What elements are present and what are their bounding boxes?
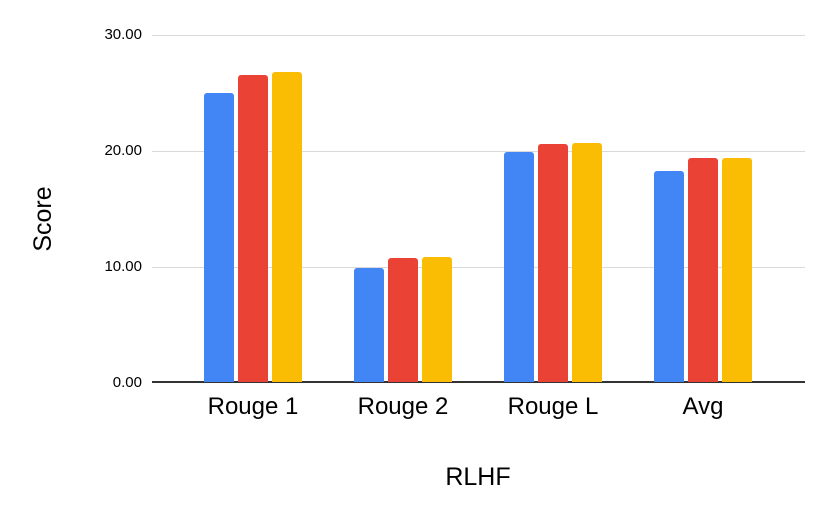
bar-avg-series-1-blue[interactable]: [654, 171, 684, 382]
y-tick-20: 20.00: [104, 142, 142, 159]
x-label-avg: Avg: [682, 393, 724, 420]
bar-group-avg: [654, 158, 752, 382]
x-label-rouge-2: Rouge 2: [357, 393, 449, 420]
x-axis-line: [152, 381, 805, 383]
x-label-rouge-l: Rouge L: [507, 393, 599, 420]
gridline-10: [152, 267, 805, 268]
x-label-rouge-1: Rouge 1: [207, 393, 299, 420]
bar-rouge-l-series-3-yellow[interactable]: [572, 143, 602, 382]
bar-rouge-2-series-3-yellow[interactable]: [422, 257, 452, 382]
y-tick-0: 0.00: [112, 374, 142, 391]
bar-rouge-2-series-2-red[interactable]: [388, 258, 418, 382]
plot-area: [152, 35, 805, 383]
x-axis-title: RLHF: [445, 463, 511, 491]
y-axis-title: Score: [29, 186, 57, 252]
bar-rouge-2-series-1-blue[interactable]: [354, 268, 384, 382]
bar-rouge-l-series-2-red[interactable]: [538, 144, 568, 382]
bar-rouge-1-series-2-red[interactable]: [238, 75, 268, 382]
bar-group-rouge-2: [354, 257, 452, 382]
bar-rouge-1-series-3-yellow[interactable]: [272, 72, 302, 382]
bar-rouge-1-series-1-blue[interactable]: [204, 93, 234, 382]
gridline-20: [152, 151, 805, 152]
y-tick-30: 30.00: [104, 26, 142, 43]
gridline-30: [152, 35, 805, 36]
bar-avg-series-2-red[interactable]: [688, 158, 718, 382]
y-tick-10: 10.00: [104, 258, 142, 275]
bar-group-rouge-1: [204, 72, 302, 382]
bar-rouge-l-series-1-blue[interactable]: [504, 152, 534, 382]
bar-avg-series-3-yellow[interactable]: [722, 158, 752, 382]
bar-group-rouge-l: [504, 143, 602, 382]
